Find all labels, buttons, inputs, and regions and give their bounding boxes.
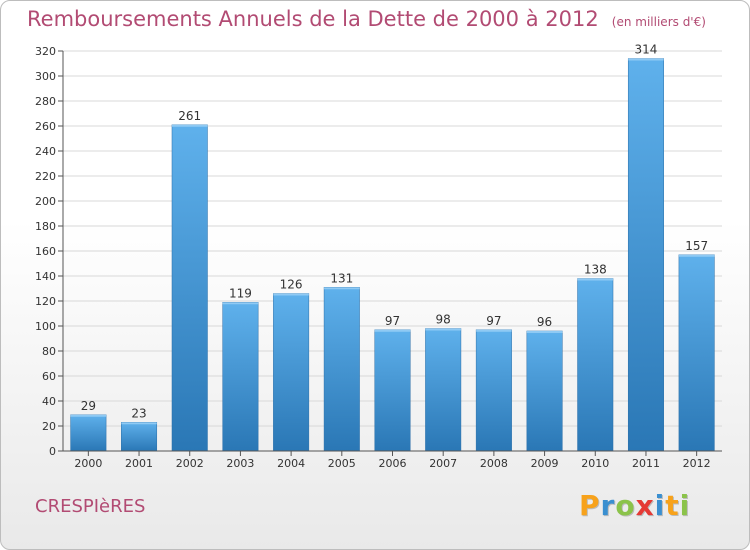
bar-value-label-2000: 29 (81, 399, 96, 413)
x-tick-label-2000: 2000 (74, 457, 102, 470)
bar-highlight-2006 (374, 329, 411, 332)
bar-highlight-2008 (476, 329, 512, 332)
x-tick-label-2007: 2007 (429, 457, 457, 470)
bar-2008 (475, 329, 512, 452)
y-tick-label-120: 120 (35, 295, 56, 308)
x-tick-label-2003: 2003 (226, 457, 254, 470)
y-tick-label-40: 40 (42, 395, 56, 408)
bar-highlight-2004 (273, 293, 309, 296)
logo-letter: x (635, 489, 655, 522)
bar-value-label-2003: 119 (229, 286, 252, 300)
chart-title: Remboursements Annuels de la Dette de 20… (27, 7, 706, 31)
bar-value-label-2011: 314 (635, 43, 658, 57)
bar-value-label-2009: 96 (537, 315, 552, 329)
bar-value-label-2006: 97 (385, 314, 400, 328)
chart-title-text: Remboursements Annuels de la Dette de 20… (27, 7, 599, 31)
bar-highlight-2002 (171, 124, 208, 127)
y-tick-label-200: 200 (35, 195, 56, 208)
bar-value-label-2012: 157 (685, 239, 708, 253)
bar-2003 (222, 302, 259, 452)
bar-highlight-2001 (121, 422, 157, 425)
logo-letter: P (579, 489, 601, 522)
y-tick-label-140: 140 (35, 270, 56, 283)
y-tick-label-100: 100 (35, 320, 56, 333)
x-tick-label-2009: 2009 (531, 457, 559, 470)
logo-letter: o (615, 489, 636, 522)
bar-value-label-2007: 98 (436, 313, 451, 327)
y-tick-label-80: 80 (42, 345, 56, 358)
commune-name: CRESPIèRES (35, 496, 146, 517)
bar-highlight-2003 (222, 302, 259, 305)
y-tick-label-320: 320 (35, 45, 56, 58)
bar-2010 (577, 278, 614, 452)
bar-2000 (70, 414, 107, 452)
bar-value-label-2010: 138 (584, 263, 607, 277)
x-tick-label-2004: 2004 (277, 457, 305, 470)
bar-highlight-2010 (577, 278, 614, 281)
x-tick-label-2006: 2006 (379, 457, 407, 470)
bar-value-label-2002: 261 (178, 109, 201, 123)
logo-letter: r (600, 489, 616, 522)
y-tick-label-160: 160 (35, 245, 56, 258)
bar-2012 (678, 254, 715, 452)
bar-2006 (374, 329, 411, 452)
x-tick-label-2001: 2001 (125, 457, 153, 470)
bar-value-label-2005: 131 (330, 271, 353, 285)
y-tick-label-300: 300 (35, 70, 56, 83)
bar-2009 (526, 330, 563, 452)
bar-2002 (171, 124, 208, 452)
y-tick-label-280: 280 (35, 95, 56, 108)
proxiti-logo: Proxiti (579, 489, 690, 522)
bar-value-label-2001: 23 (131, 406, 146, 420)
y-tick-label-0: 0 (49, 445, 56, 458)
bar-value-label-2004: 126 (280, 278, 303, 292)
y-tick-label-220: 220 (35, 170, 56, 183)
bar-2011 (627, 58, 664, 452)
y-tick-label-20: 20 (42, 420, 56, 433)
x-tick-label-2008: 2008 (480, 457, 508, 470)
bar-2004 (273, 293, 310, 452)
bar-highlight-2000 (70, 414, 107, 417)
bar-highlight-2011 (628, 58, 664, 61)
chart-unit-text: (en milliers d'€) (611, 15, 706, 29)
bar-value-label-2008: 97 (486, 314, 501, 328)
logo-letter: i (679, 489, 691, 522)
x-tick-label-2011: 2011 (632, 457, 660, 470)
bar-2005 (323, 287, 360, 452)
bar-highlight-2007 (425, 328, 461, 331)
x-tick-label-2010: 2010 (581, 457, 609, 470)
logo-letter: i (654, 489, 666, 522)
logo-letter: t (665, 489, 680, 522)
bar-highlight-2005 (324, 287, 360, 290)
y-tick-label-60: 60 (42, 370, 56, 383)
bar-highlight-2009 (526, 331, 563, 333)
y-tick-label-260: 260 (35, 120, 56, 133)
x-tick-label-2002: 2002 (176, 457, 204, 470)
bar-2007 (425, 328, 462, 452)
y-tick-label-240: 240 (35, 145, 56, 158)
x-tick-label-2012: 2012 (683, 457, 711, 470)
bar-2001 (121, 422, 158, 452)
bar-highlight-2012 (678, 254, 715, 257)
x-tick-label-2005: 2005 (328, 457, 356, 470)
y-tick-label-180: 180 (35, 220, 56, 233)
